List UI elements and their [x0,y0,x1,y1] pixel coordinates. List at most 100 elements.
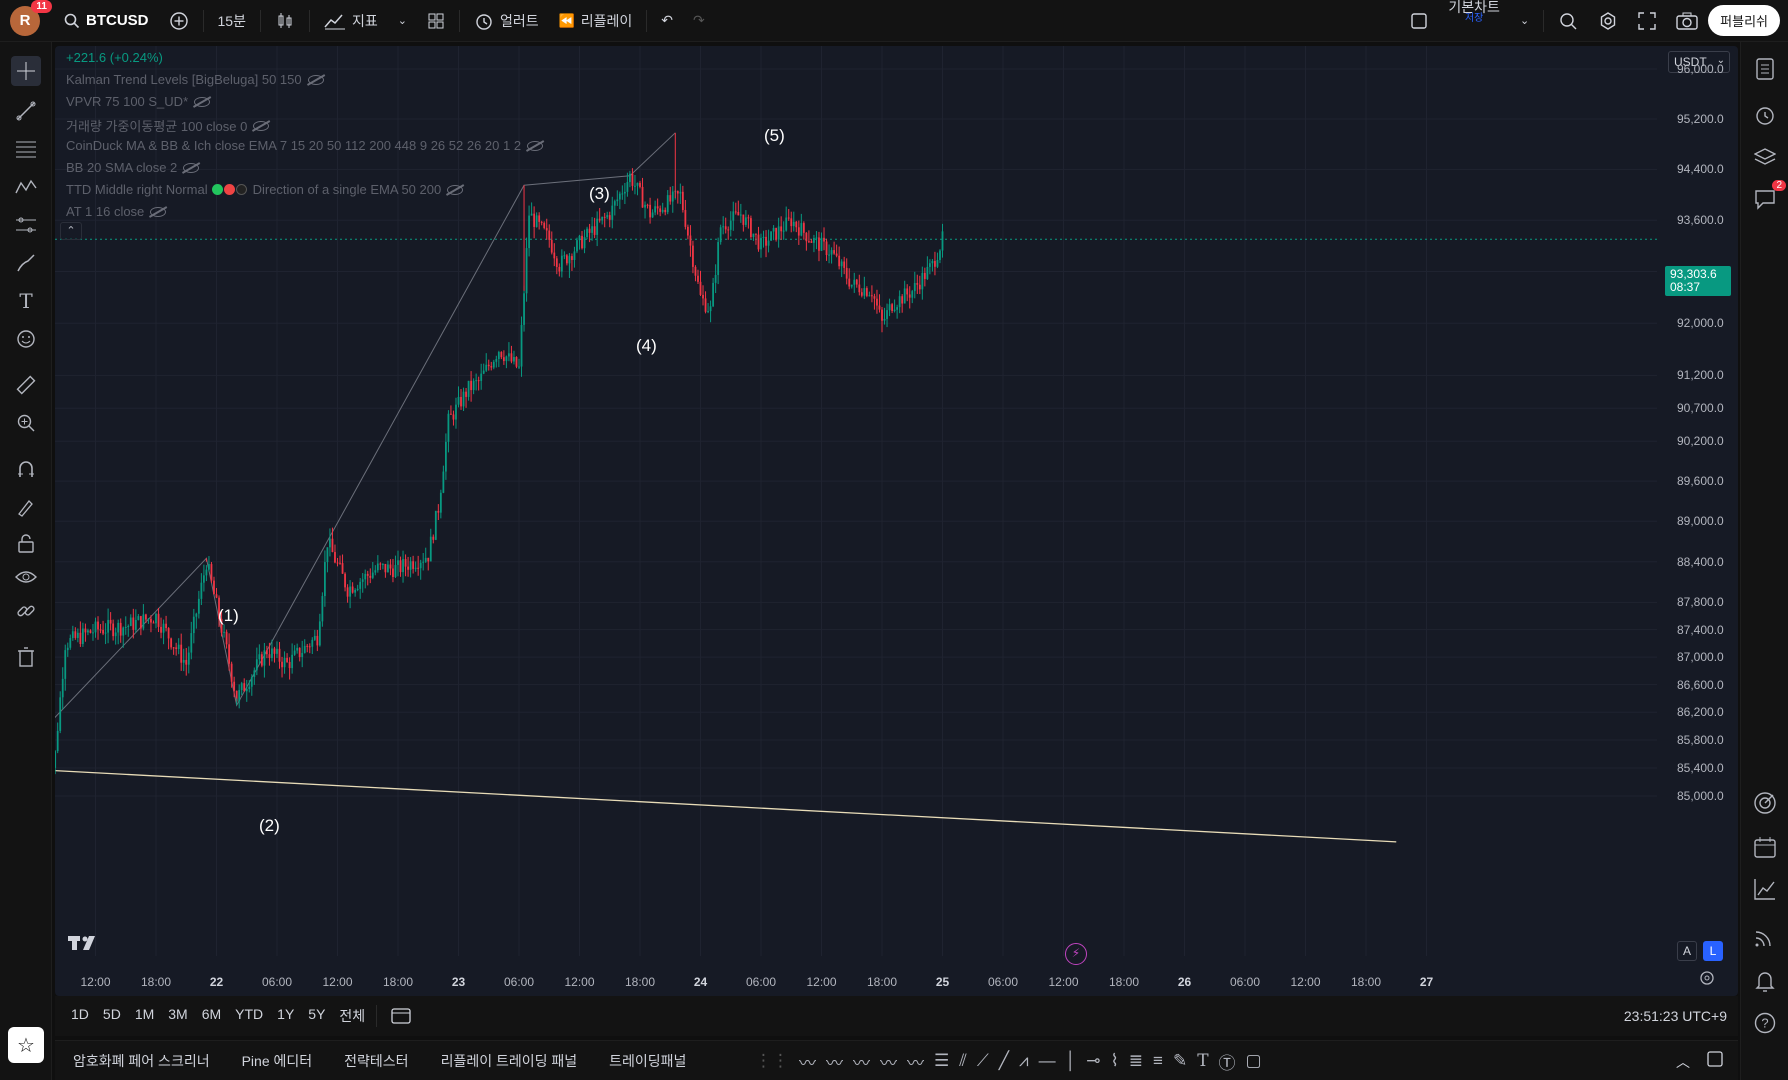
trend-line-icon[interactable] [11,96,41,126]
symbol-search[interactable]: BTCUSD [54,0,159,42]
layouts-button[interactable] [417,0,455,42]
lock-icon[interactable] [11,528,41,558]
legend-coinduck[interactable]: CoinDuck MA & BB & Ich close EMA 7 15 20… [66,138,544,153]
indicators-button[interactable]: 지표 [314,0,388,42]
fib-retracement-icon[interactable]: ☰ [934,1051,950,1070]
legend-at[interactable]: AT 1 16 close [66,204,167,219]
range-button[interactable]: 5D [102,1006,121,1022]
lightning-icon[interactable]: ⚡ [1065,943,1087,965]
stream-icon[interactable] [1750,922,1780,952]
bell-icon[interactable] [1750,966,1780,996]
polyline-icon[interactable]: ⌇ [1110,1051,1119,1070]
indicator-templates-dropdown[interactable]: ⌄ [388,0,417,42]
range-button[interactable]: 전체 [339,1008,366,1024]
wave-wz-icon[interactable]: 〰 [907,1053,924,1073]
highlighter-icon[interactable]: ✎ [1172,1051,1188,1070]
auto-scale-button[interactable]: A [1677,941,1697,961]
interval-button[interactable]: 15분 [217,12,246,29]
zoom-in-icon[interactable] [11,408,41,438]
range-button[interactable]: 1Y [277,1006,295,1022]
settings-button[interactable] [1588,0,1628,42]
range-button[interactable]: 5Y [308,1006,326,1022]
hidden-eye-icon[interactable] [447,184,464,195]
layers-icon[interactable] [1750,142,1780,172]
legend-bb[interactable]: BB 20 SMA close 2 [66,160,200,175]
crosshair-icon[interactable] [11,56,41,86]
currency-select[interactable]: USDT ⌄ [1668,51,1730,73]
wave-ac-icon[interactable]: 〰 [826,1053,843,1073]
publish-button[interactable]: 퍼블리쉬 [1708,5,1780,36]
bottom-tab[interactable]: 암호화폐 페어 스크리너 [73,1052,210,1069]
range-button[interactable]: 6M [201,1006,222,1022]
layout-name[interactable]: 기본차트 저장 [1448,0,1500,25]
path-icon[interactable]: ⩘ [1019,1051,1029,1070]
range-button[interactable]: 1M [134,1006,155,1022]
chart-pane[interactable]: +221.6 (+0.24%) Kalman Trend Levels [Big… [55,46,1738,996]
quick-search-button[interactable] [1548,0,1588,42]
user-avatar[interactable]: R 11 [10,0,52,36]
gann-icon[interactable]: ≡ [1153,1051,1163,1070]
bottom-tab[interactable]: 트레이딩패널 [609,1052,687,1069]
emoji-icon[interactable] [11,324,41,354]
pitchfork-icon[interactable]: ⟋ [976,1051,989,1070]
snapshot-button[interactable] [1666,0,1708,42]
patterns-icon[interactable] [11,172,41,202]
chart-type-button[interactable] [265,0,305,42]
anchored-text-icon[interactable]: Ⓣ [1218,1053,1236,1073]
undo-button[interactable]: ↶ [651,0,683,42]
legend-kalman[interactable]: Kalman Trend Levels [BigBeluga] 50 150 [66,72,324,87]
range-button[interactable]: 1D [71,1006,89,1022]
target-icon[interactable] [1750,788,1780,818]
ruler-icon[interactable] [11,370,41,400]
wave-ae-icon[interactable]: 〰 [853,1053,870,1073]
maximize-panel-icon[interactable] [1706,1050,1724,1071]
wave-15-icon[interactable]: 〰 [799,1053,816,1073]
hidden-eye-icon[interactable] [253,120,270,131]
hidden-eye-icon[interactable] [307,74,324,85]
alerts-clock-icon[interactable] [1750,100,1780,130]
bottom-tab[interactable]: 리플레이 트레이딩 패널 [440,1052,578,1069]
fullscreen-button[interactable] [1628,0,1666,42]
trendline-icon[interactable]: ╱ [998,1051,1009,1070]
compare-button[interactable] [159,0,199,42]
channel-icon[interactable]: ⫽ [959,1051,967,1070]
hidden-eye-icon[interactable] [194,96,211,107]
text-icon[interactable]: T [19,289,33,313]
horizontal-line-icon[interactable]: — [1038,1051,1056,1070]
collapse-panel-icon[interactable]: ︿ [1676,1054,1690,1070]
chat-icon[interactable]: 2 [1750,180,1786,214]
rectangle-icon[interactable]: ▢ [1245,1051,1262,1070]
horizontal-ray-icon[interactable]: ⊸ [1086,1051,1101,1070]
trash-icon[interactable] [11,642,41,672]
hidden-eye-icon[interactable] [527,140,544,151]
price-chart[interactable] [55,46,1738,996]
fib-extension-icon[interactable]: ≣ [1128,1051,1144,1070]
calendar-icon[interactable] [1750,832,1780,862]
wave-wy-icon[interactable]: 〰 [880,1053,897,1073]
bottom-tab[interactable]: 전략테스터 [344,1052,409,1069]
legend-vpvr[interactable]: VPVR 75 100 S_UD* [66,94,211,109]
chart-analysis-icon[interactable] [1750,874,1780,904]
replay-button[interactable]: ⏪ 리플레이 [549,0,643,42]
help-icon[interactable]: ? [1750,1008,1780,1038]
star-icon[interactable]: ☆ [8,1027,44,1063]
range-button[interactable]: YTD [235,1006,264,1022]
alert-button[interactable]: 얼러트 [464,0,549,42]
eye-icon[interactable] [11,562,41,592]
axis-settings-icon[interactable] [1699,970,1715,986]
range-button[interactable]: 3M [168,1006,188,1022]
legend-vwma[interactable]: 거래량 가중이동평균 100 close 0 [66,116,270,135]
watchlist-icon[interactable] [1750,54,1780,84]
vertical-line-icon[interactable]: │ [1065,1051,1077,1070]
hidden-eye-icon[interactable] [183,162,200,173]
brush-icon[interactable] [11,248,41,278]
legend-ttd[interactable]: TTD Middle right Normal Direction of a s… [66,182,464,197]
collapse-legend-button[interactable]: ⌃ [60,222,82,240]
text-tool-icon[interactable]: T [1197,1051,1209,1071]
hidden-eye-icon[interactable] [150,206,167,217]
fib-icon[interactable] [11,134,41,164]
stay-drawing-icon[interactable] [11,492,41,522]
clock[interactable]: 23:51:23 UTC+9 [1623,1008,1727,1024]
link-icon[interactable] [11,596,41,626]
drag-handle-icon[interactable]: ⋮⋮ [755,1051,789,1070]
